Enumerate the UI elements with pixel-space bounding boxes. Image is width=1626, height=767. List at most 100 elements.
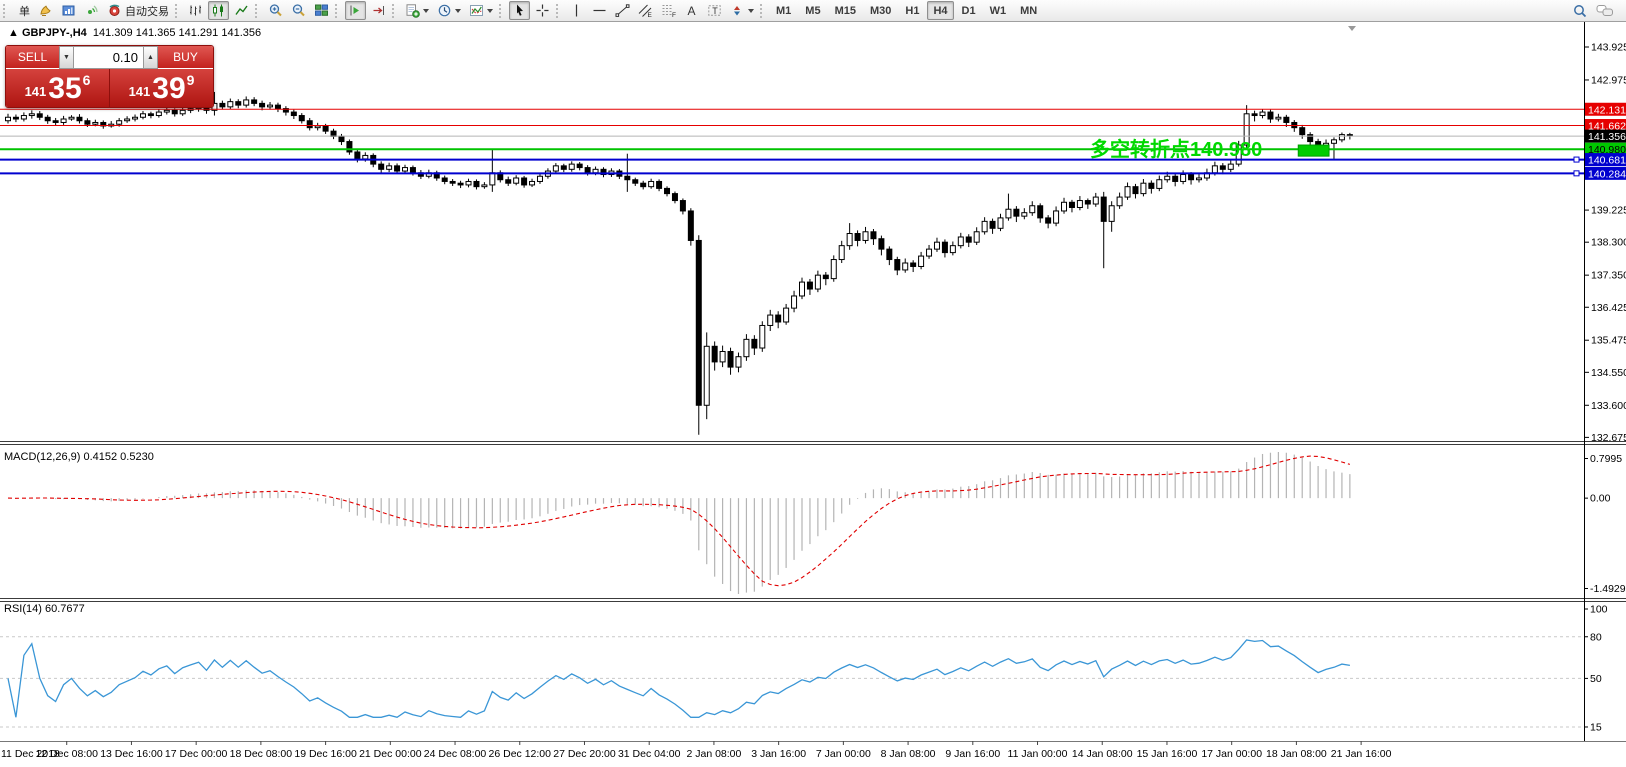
tf-mn[interactable]: MN xyxy=(1014,1,1043,20)
new-order-partial-button-label: 单 xyxy=(19,5,30,18)
line-handle[interactable] xyxy=(1573,156,1580,163)
new-chart-button[interactable] xyxy=(402,1,432,20)
tf-d1-label: D1 xyxy=(961,4,976,17)
macd-scale-label: 0.00 xyxy=(1590,493,1611,505)
dropdown-arrow-icon[interactable] xyxy=(748,8,754,13)
rsi-scale-label: 80 xyxy=(1590,631,1602,643)
fibonacci-button[interactable]: F xyxy=(658,1,679,20)
support-line-1-price-tag xyxy=(1585,153,1626,167)
sell-button[interactable]: SELL xyxy=(6,46,59,69)
autotrading-button[interactable]: 自动交易 xyxy=(104,1,172,20)
buy-button[interactable]: BUY xyxy=(158,46,213,69)
signal-icon[interactable] xyxy=(81,1,102,20)
time-tick-label: 17 Jan 00:00 xyxy=(1201,748,1262,760)
tf-m1[interactable]: M1 xyxy=(770,1,797,20)
bid-price-line-price-tag xyxy=(1585,129,1626,143)
rectangle-zone-object[interactable] xyxy=(1297,144,1330,157)
time-tick-label: 12 Dec 08:00 xyxy=(35,748,98,760)
new-order-partial-button[interactable]: 单 xyxy=(13,1,33,20)
time-tick-label: 21 Jan 16:00 xyxy=(1331,748,1392,760)
collapse-marker-icon[interactable]: ▲ xyxy=(8,27,19,39)
autotrading-button-label: 自动交易 xyxy=(125,5,169,18)
rsi-line xyxy=(7,639,1351,719)
price-tick-label: 133.600 xyxy=(1591,400,1626,412)
chart-windows-icon[interactable] xyxy=(58,1,79,20)
search-icon[interactable] xyxy=(1569,1,1591,20)
price-tick-label: 139.225 xyxy=(1591,205,1626,217)
volume-decrease-button[interactable]: ▼ xyxy=(59,46,74,69)
dropdown-arrow-icon[interactable] xyxy=(423,8,429,13)
dropdown-arrow-icon[interactable] xyxy=(455,8,461,13)
main-toolbar: 单 自动交易 E F A T M1 M5 M15 M30 H1 H4 D1 W1 MN xyxy=(0,0,1626,22)
rsi-label: RSI(14) 60.7677 xyxy=(4,603,85,615)
price-tick-label: 137.350 xyxy=(1591,270,1626,282)
tf-m30-label: M30 xyxy=(869,4,892,17)
rsi-scale-label: 50 xyxy=(1590,673,1602,685)
tf-m15[interactable]: M15 xyxy=(829,1,862,20)
tf-m1-label: M1 xyxy=(776,4,792,17)
time-tick-label: 18 Jan 08:00 xyxy=(1266,748,1327,760)
price-tick-label: 143.925 xyxy=(1591,42,1626,54)
buy-price[interactable]: 141 39 9 xyxy=(128,72,195,105)
line-handle[interactable] xyxy=(1573,170,1580,177)
price-tag-text: 141.662 xyxy=(1588,121,1626,133)
vertical-line-button[interactable] xyxy=(566,1,587,20)
price-tick-label: 134.550 xyxy=(1591,367,1626,379)
price-divider xyxy=(109,69,110,107)
auto-scroll-button[interactable] xyxy=(368,1,389,20)
resistance-line-1-price-tag xyxy=(1585,102,1626,116)
tf-w1[interactable]: W1 xyxy=(984,1,1013,20)
tf-h1[interactable]: H1 xyxy=(899,1,925,20)
svg-text:A: A xyxy=(688,4,696,18)
toolbar-group-grip xyxy=(175,3,181,18)
indicators-button[interactable] xyxy=(466,1,496,20)
text-label-button[interactable]: T xyxy=(704,1,725,20)
toolbar-group-grip xyxy=(3,3,9,18)
horizontal-line-button[interactable] xyxy=(589,1,610,20)
line-chart-button[interactable] xyxy=(231,1,252,20)
time-tick-label: 17 Dec 00:00 xyxy=(165,748,228,760)
arrows-button[interactable] xyxy=(727,1,757,20)
time-tick-label: 19 Dec 16:00 xyxy=(294,748,357,760)
toolbar-group-grip xyxy=(255,3,261,18)
trendline-button[interactable] xyxy=(612,1,633,20)
tf-d1[interactable]: D1 xyxy=(956,1,982,20)
candlestick-chart-button[interactable] xyxy=(208,1,229,20)
toolbar-group-grip xyxy=(499,3,505,18)
zoom-in-button[interactable] xyxy=(265,1,286,20)
tf-m5[interactable]: M5 xyxy=(799,1,826,20)
tf-m15-label: M15 xyxy=(834,4,856,17)
periods-button[interactable] xyxy=(434,1,464,20)
text-button[interactable]: A xyxy=(681,1,702,20)
tile-windows-button[interactable] xyxy=(311,1,332,20)
time-tick-label: 24 Dec 08:00 xyxy=(424,748,487,760)
bars-chart-button[interactable] xyxy=(185,1,206,20)
volume-input[interactable] xyxy=(74,46,143,69)
pivot-annotation-text[interactable]: 多空转折点140.980 xyxy=(1090,137,1262,161)
channel-button[interactable]: E xyxy=(635,1,656,20)
tf-w1-label: W1 xyxy=(989,4,1007,17)
price-scale[interactable]: 143.925 142.975 139.225 138.300 137.350 136.4… xyxy=(1584,22,1626,741)
horizontal-line-objects[interactable] xyxy=(0,108,1584,177)
zoom-out-button[interactable] xyxy=(288,1,309,20)
chart-shift-button[interactable] xyxy=(345,1,366,20)
pivot-line-price-tag xyxy=(1585,142,1626,156)
alert-icon[interactable] xyxy=(35,1,56,20)
toolbar-right xyxy=(1568,1,1618,20)
svg-text:F: F xyxy=(672,12,676,18)
rsi-scale-label: 15 xyxy=(1590,721,1602,733)
dropdown-arrow-icon[interactable] xyxy=(487,8,493,13)
chart-shift-marker[interactable] xyxy=(1348,26,1356,31)
volume-increase-button[interactable]: ▲ xyxy=(143,46,158,69)
price-tag-text: 141.356 xyxy=(1588,131,1626,143)
crosshair-button[interactable] xyxy=(532,1,553,20)
cursor-button[interactable] xyxy=(509,1,530,20)
tf-m30[interactable]: M30 xyxy=(864,1,897,20)
tf-h4[interactable]: H4 xyxy=(927,1,954,20)
sell-price[interactable]: 141 35 6 xyxy=(24,72,91,105)
chat-icon[interactable] xyxy=(1593,1,1617,20)
price-tick-label: 132.675 xyxy=(1591,432,1626,444)
